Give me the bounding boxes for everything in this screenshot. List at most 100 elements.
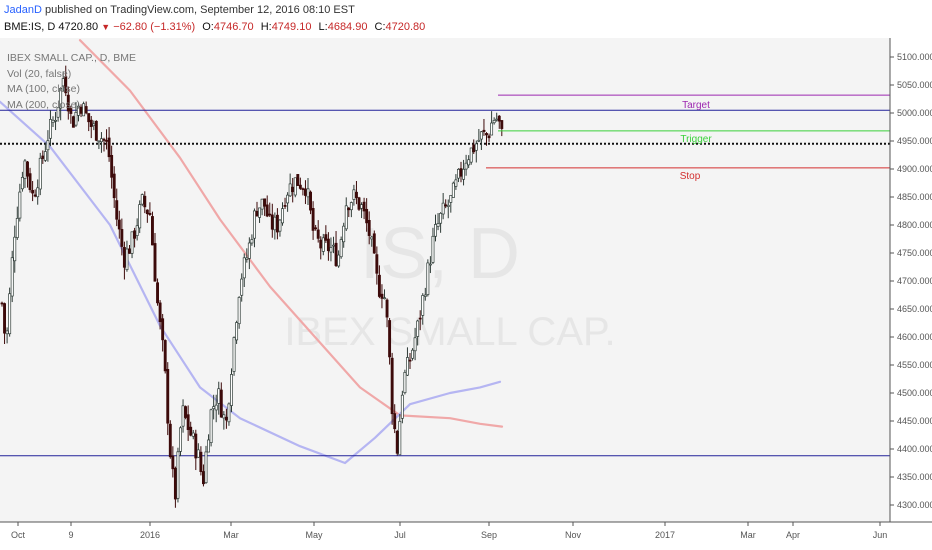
- candle-body: [74, 112, 78, 126]
- price-axis[interactable]: 5100.0000 5050.0000 5000.0000 4950.0000 4900…: [889, 38, 932, 522]
- candle-body: [166, 369, 170, 424]
- candle-body: [309, 191, 313, 211]
- y-tick-label: 4850.0000: [897, 192, 932, 202]
- candle-body: [66, 94, 70, 112]
- candle-body: [219, 389, 223, 418]
- candle-body: [138, 204, 142, 229]
- y-tick-label: 4800.0000: [897, 220, 932, 230]
- candle-body: [33, 194, 37, 197]
- candle-body: [490, 122, 494, 136]
- candle-body: [217, 388, 221, 404]
- candle-body: [107, 137, 111, 158]
- y-tick-label: 4400.0000: [897, 444, 932, 454]
- candle-body: [263, 198, 267, 207]
- candle-body: [15, 218, 19, 238]
- candle-body: [46, 140, 50, 151]
- candle-body: [270, 214, 274, 230]
- candle-body: [324, 234, 328, 241]
- candle-body: [357, 197, 361, 210]
- candle-body: [122, 247, 126, 268]
- y-tick-label: 4650.0000: [897, 304, 932, 314]
- y-tick-label: 4600.0000: [897, 332, 932, 342]
- candle-body: [151, 216, 154, 246]
- candle-body: [337, 254, 341, 267]
- candle-body: [349, 202, 353, 211]
- price-axis-bg: [890, 38, 932, 550]
- candle-body: [423, 294, 427, 297]
- candle-body: [441, 202, 445, 215]
- candle-body: [128, 248, 131, 254]
- candle-body: [388, 320, 392, 358]
- candle-body: [362, 201, 366, 212]
- candle-body: [367, 220, 371, 236]
- candle-body: [296, 174, 300, 186]
- candle-body: [10, 257, 14, 297]
- low-value: 4684.90: [327, 21, 368, 33]
- x-tick-label: Apr: [786, 530, 800, 540]
- candle-body: [189, 426, 193, 436]
- candle-body: [0, 302, 4, 305]
- candle-body: [158, 302, 162, 323]
- candle-body: [372, 233, 376, 254]
- x-tick-label: Sep: [481, 530, 497, 540]
- x-tick-label: 9: [68, 530, 73, 540]
- candle-body: [145, 209, 149, 215]
- candle-body: [163, 340, 167, 372]
- target-label: Target: [682, 100, 710, 111]
- candle-body: [314, 227, 318, 230]
- candle-body: [255, 210, 259, 217]
- candle-body: [485, 133, 488, 136]
- candle-body: [403, 372, 407, 394]
- candle-body: [61, 78, 65, 87]
- candle-body: [102, 138, 106, 141]
- candle-body: [500, 120, 504, 129]
- candle-body: [339, 239, 343, 258]
- candle-body: [406, 357, 409, 376]
- candle-body: [334, 242, 338, 266]
- candle-body: [479, 131, 483, 140]
- y-tick-label: 4700.0000: [897, 276, 932, 286]
- candle-body: [418, 317, 422, 320]
- candle-body: [400, 394, 404, 419]
- time-axis[interactable]: Oct 9 2016 Mar May Jul Sep Nov 2017 Mar Apr Jun: [0, 521, 932, 540]
- candle-body: [89, 119, 93, 127]
- candle-body: [31, 190, 35, 194]
- horizontal-lines: [0, 109, 890, 457]
- ma100-path: [0, 100, 502, 465]
- candle-body: [408, 359, 412, 362]
- watermark-symbol: IS, D: [360, 214, 520, 294]
- candle-body: [153, 243, 157, 282]
- x-tick-label: 2017: [655, 530, 675, 540]
- legend-ma200[interactable]: MA (200, close): [7, 98, 80, 111]
- candle-body: [426, 262, 430, 295]
- candle-body: [377, 274, 381, 297]
- candle-body: [230, 374, 233, 406]
- candle-body: [92, 123, 96, 127]
- candle-body: [13, 236, 17, 262]
- candle-body: [214, 404, 218, 411]
- candle-body: [232, 337, 236, 372]
- author-link[interactable]: JadanD: [4, 4, 42, 16]
- candle-body: [54, 119, 58, 122]
- candle-body: [186, 414, 190, 430]
- candle-body: [265, 204, 269, 217]
- candle-body: [462, 168, 466, 180]
- candle-body: [84, 106, 88, 114]
- candle-body: [474, 143, 478, 151]
- candle-body: [268, 213, 272, 216]
- publish-line: JadanD published on TradingView.com, Sep…: [4, 4, 355, 16]
- trigger-label: Trigger: [680, 134, 712, 145]
- indicator-legend: IBEX SMALL CAP., D, BME Vol (20, false) …: [7, 51, 136, 113]
- candle-body: [222, 414, 226, 419]
- y-tick-label: 4350.0000: [897, 472, 932, 482]
- high-value: 4749.10: [271, 21, 312, 33]
- candle-body: [329, 247, 333, 253]
- legend-ma100[interactable]: MA (100, close): [7, 83, 80, 95]
- y-tick-label: 4750.0000: [897, 248, 932, 258]
- candle-body: [5, 330, 9, 335]
- legend-vol[interactable]: Vol (20, false): [7, 67, 72, 80]
- candle-body: [38, 157, 42, 190]
- candle-body: [181, 405, 185, 427]
- candle-body: [275, 214, 279, 233]
